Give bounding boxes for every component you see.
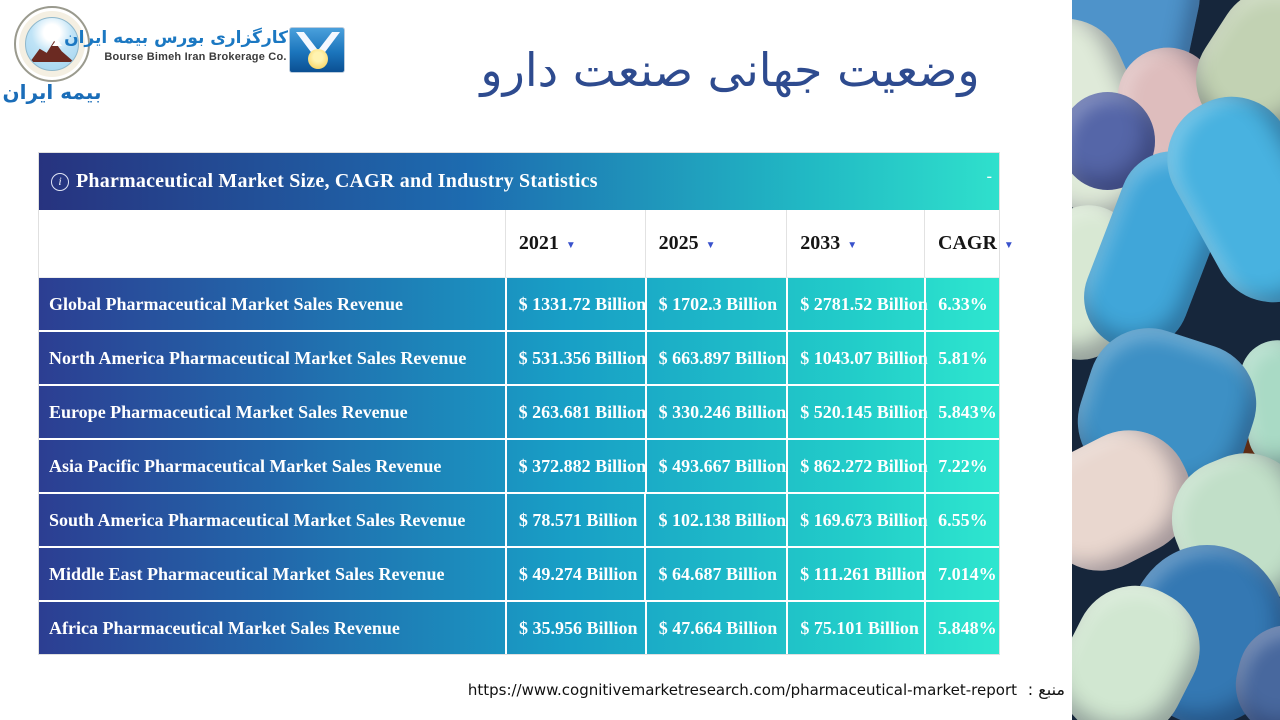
cell-2033: $ 1043.07 Billion xyxy=(786,332,928,384)
cell-2033: $ 862.272 Billion xyxy=(786,440,928,492)
table-row-africa: Africa Pharmaceutical Market Sales Reven… xyxy=(39,602,999,654)
column-header-2025[interactable]: 2025 ▼ xyxy=(644,210,787,277)
cell-cagr: 5.81% xyxy=(924,332,999,384)
cell-2033: $ 169.673 Billion xyxy=(786,494,928,546)
cell-2021: $ 49.274 Billion xyxy=(504,548,645,600)
cell-cagr: 7.22% xyxy=(924,440,999,492)
cell-cagr: 5.848% xyxy=(924,602,999,654)
sort-down-icon[interactable]: ▼ xyxy=(705,239,716,251)
pharma-market-table: i Pharmaceutical Market Size, CAGR and I… xyxy=(38,152,1014,655)
cell-2033: $ 2781.52 Billion xyxy=(786,278,928,330)
cell-2021: $ 35.956 Billion xyxy=(504,602,645,654)
cell-2025: $ 663.897 Billion xyxy=(644,332,787,384)
cell-2021: $ 78.571 Billion xyxy=(504,494,645,546)
column-label: 2033 xyxy=(800,232,841,254)
snowcap-icon xyxy=(52,39,62,46)
source-line: منبع : https://www.cognitivemarketresear… xyxy=(400,680,1065,699)
cell-2025: $ 330.246 Billion xyxy=(644,386,787,438)
column-header-cagr[interactable]: CAGR ▼ xyxy=(924,210,1014,277)
table-row-north-america: North America Pharmaceutical Market Sale… xyxy=(39,332,999,384)
cell-2021: $ 263.681 Billion xyxy=(504,386,646,438)
row-label: South America Pharmaceutical Market Sale… xyxy=(49,509,466,530)
source-label: منبع : xyxy=(1027,680,1065,699)
row-label: Europe Pharmaceutical Market Sales Reven… xyxy=(49,401,408,422)
cell-2033: $ 520.145 Billion xyxy=(786,386,928,438)
page-title: وضعیت جهانی صنعت دارو xyxy=(480,42,980,97)
cell-cagr: 7.014% xyxy=(924,548,999,600)
cell-2021: $ 531.356 Billion xyxy=(504,332,646,384)
column-header-row: 2021 ▼ 2025 ▼ 2033 ▼ CAGR ▼ xyxy=(39,210,1014,278)
info-icon[interactable]: i xyxy=(51,172,69,191)
cell-2033: $ 75.101 Billion xyxy=(786,602,924,654)
sort-down-icon[interactable]: ▼ xyxy=(847,239,858,251)
cell-2021: $ 1331.72 Billion xyxy=(504,278,646,330)
source-url[interactable]: https://www.cognitivemarketresearch.com/… xyxy=(467,681,1017,699)
table-row-europe: Europe Pharmaceutical Market Sales Reven… xyxy=(39,386,999,438)
table-row-south-america: South America Pharmaceutical Market Sale… xyxy=(39,494,999,546)
row-label: Asia Pacific Pharmaceutical Market Sales… xyxy=(49,455,442,476)
table-title: Pharmaceutical Market Size, CAGR and Ind… xyxy=(76,170,598,192)
column-header-2033[interactable]: 2033 ▼ xyxy=(786,210,924,277)
table-row-asia-pacific: Asia Pacific Pharmaceutical Market Sales… xyxy=(39,440,999,492)
cell-2025: $ 493.667 Billion xyxy=(644,440,787,492)
cell-2025: $ 47.664 Billion xyxy=(644,602,787,654)
bimeh-iran-caption: بیمه ایران xyxy=(2,80,102,104)
table-row-middle-east: Middle East Pharmaceutical Market Sales … xyxy=(39,548,999,600)
emblem-sky xyxy=(25,17,79,71)
brokerage-name-en: Bourse Bimeh Iran Brokerage Co. xyxy=(104,51,287,63)
row-label: North America Pharmaceutical Market Sale… xyxy=(49,347,467,368)
table-row-global: Global Pharmaceutical Market Sales Reven… xyxy=(39,278,999,330)
cell-cagr: 6.55% xyxy=(924,494,999,546)
minimize-icon[interactable]: - xyxy=(986,168,992,185)
row-label: Global Pharmaceutical Market Sales Reven… xyxy=(49,293,403,314)
bimeh-iran-emblem-icon xyxy=(14,6,90,82)
cell-2025: $ 1702.3 Billion xyxy=(644,278,787,330)
column-header-empty xyxy=(39,210,505,277)
column-label: 2021 xyxy=(518,232,559,254)
brokerage-logo: کارگزاری بورس بیمه ایران Bourse Bimeh Ir… xyxy=(64,28,288,63)
cell-2033: $ 111.261 Billion xyxy=(786,548,926,600)
row-label: Africa Pharmaceutical Market Sales Reven… xyxy=(49,617,400,638)
pills-photo xyxy=(1072,0,1280,720)
sort-down-icon[interactable]: ▼ xyxy=(1003,239,1014,251)
sort-down-icon[interactable]: ▼ xyxy=(565,239,576,251)
brokerage-sun-icon xyxy=(289,27,345,73)
brokerage-name-fa: کارگزاری بورس بیمه ایران xyxy=(64,28,288,48)
cell-2025: $ 102.138 Billion xyxy=(644,494,786,546)
column-header-2021[interactable]: 2021 ▼ xyxy=(504,210,645,277)
cell-2025: $ 64.687 Billion xyxy=(644,548,786,600)
cell-2021: $ 372.882 Billion xyxy=(504,440,646,492)
row-label: Middle East Pharmaceutical Market Sales … xyxy=(49,563,445,584)
cell-cagr: 6.33% xyxy=(924,278,999,330)
sun-icon xyxy=(308,49,328,69)
table-header-bar: i Pharmaceutical Market Size, CAGR and I… xyxy=(39,153,999,210)
column-label: CAGR xyxy=(938,232,997,254)
column-label: 2025 xyxy=(658,232,699,254)
cell-cagr: 5.843% xyxy=(924,386,999,438)
